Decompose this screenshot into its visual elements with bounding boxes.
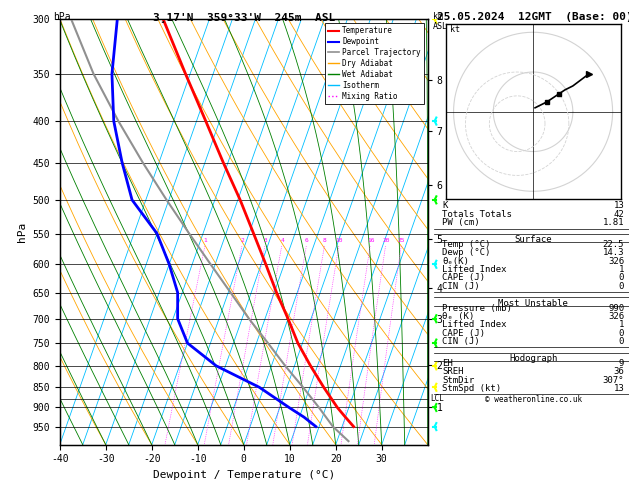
Text: θₑ(K): θₑ(K) bbox=[442, 257, 469, 266]
Text: 1: 1 bbox=[619, 320, 624, 330]
Text: hPa: hPa bbox=[53, 12, 71, 22]
Text: 1: 1 bbox=[619, 265, 624, 274]
Text: CIN (J): CIN (J) bbox=[442, 337, 479, 346]
Text: 25.05.2024  12GMT  (Base: 00): 25.05.2024 12GMT (Base: 00) bbox=[437, 12, 629, 22]
Text: Lifted Index: Lifted Index bbox=[442, 265, 506, 274]
Text: θₑ (K): θₑ (K) bbox=[442, 312, 474, 321]
Text: 13: 13 bbox=[613, 201, 624, 210]
Text: 1: 1 bbox=[204, 238, 208, 243]
Text: 13: 13 bbox=[613, 384, 624, 393]
Text: 0: 0 bbox=[619, 337, 624, 346]
Text: 36: 36 bbox=[613, 367, 624, 376]
Text: 326: 326 bbox=[608, 312, 624, 321]
Text: 6: 6 bbox=[305, 238, 309, 243]
Text: 990: 990 bbox=[608, 304, 624, 312]
Text: 8: 8 bbox=[323, 238, 327, 243]
Text: StmSpd (kt): StmSpd (kt) bbox=[442, 384, 501, 393]
Text: 25: 25 bbox=[398, 238, 405, 243]
Text: Surface: Surface bbox=[515, 235, 552, 244]
Text: 3¸17'N  359°33'W  245m  ASL: 3¸17'N 359°33'W 245m ASL bbox=[153, 12, 335, 22]
Text: Totals Totals: Totals Totals bbox=[442, 210, 512, 219]
Text: CIN (J): CIN (J) bbox=[442, 282, 479, 291]
Text: 326: 326 bbox=[608, 257, 624, 266]
Text: Temp (°C): Temp (°C) bbox=[442, 240, 491, 249]
Text: Hodograph: Hodograph bbox=[509, 354, 557, 363]
Y-axis label: hPa: hPa bbox=[17, 222, 27, 242]
Text: EH: EH bbox=[442, 359, 453, 368]
Text: 14.3: 14.3 bbox=[603, 248, 624, 257]
Text: 0: 0 bbox=[619, 282, 624, 291]
Text: Lifted Index: Lifted Index bbox=[442, 320, 506, 330]
Text: 10: 10 bbox=[335, 238, 343, 243]
Text: 42: 42 bbox=[613, 210, 624, 219]
Text: 3: 3 bbox=[264, 238, 267, 243]
Text: K: K bbox=[442, 201, 447, 210]
X-axis label: Dewpoint / Temperature (°C): Dewpoint / Temperature (°C) bbox=[153, 470, 335, 480]
Text: 22.5: 22.5 bbox=[603, 240, 624, 249]
Text: 307°: 307° bbox=[603, 376, 624, 385]
Text: km
ASL: km ASL bbox=[433, 12, 448, 31]
Text: kt: kt bbox=[450, 25, 460, 34]
Text: 20: 20 bbox=[382, 238, 390, 243]
Text: 0: 0 bbox=[619, 329, 624, 338]
Text: StmDir: StmDir bbox=[442, 376, 474, 385]
Text: 0: 0 bbox=[619, 274, 624, 282]
Text: CAPE (J): CAPE (J) bbox=[442, 329, 485, 338]
Text: © weatheronline.co.uk: © weatheronline.co.uk bbox=[484, 395, 582, 404]
Text: Most Unstable: Most Unstable bbox=[498, 298, 568, 308]
Text: 2: 2 bbox=[241, 238, 245, 243]
Text: Dewp (°C): Dewp (°C) bbox=[442, 248, 491, 257]
Text: SREH: SREH bbox=[442, 367, 464, 376]
Text: LCL: LCL bbox=[430, 394, 444, 403]
Legend: Temperature, Dewpoint, Parcel Trajectory, Dry Adiabat, Wet Adiabat, Isotherm, Mi: Temperature, Dewpoint, Parcel Trajectory… bbox=[325, 23, 424, 104]
Text: PW (cm): PW (cm) bbox=[442, 218, 479, 227]
Text: Pressure (mb): Pressure (mb) bbox=[442, 304, 512, 312]
Text: 16: 16 bbox=[367, 238, 374, 243]
Text: CAPE (J): CAPE (J) bbox=[442, 274, 485, 282]
Text: 4: 4 bbox=[281, 238, 284, 243]
Text: 9: 9 bbox=[619, 359, 624, 368]
Text: 1.81: 1.81 bbox=[603, 218, 624, 227]
